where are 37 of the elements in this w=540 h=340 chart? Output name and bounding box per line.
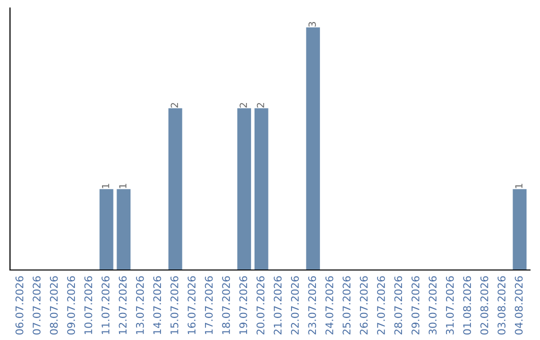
x-tick-label: 11.07.2026 bbox=[102, 276, 110, 334]
x-tick-label: 01.08.2026 bbox=[463, 276, 472, 335]
x-tick-label: 07.07.2026 bbox=[32, 276, 41, 335]
x-tick-label: 27.07.2026 bbox=[377, 276, 385, 334]
x-tick-label: 03.08.2026 bbox=[498, 276, 506, 335]
data-label: 2 bbox=[256, 103, 264, 108]
data-label: 1 bbox=[119, 184, 126, 188]
x-tick-label: 13.07.2026 bbox=[136, 276, 144, 334]
x-tick-label: 22.07.2026 bbox=[290, 276, 299, 334]
x-tick-label: 26.07.2026 bbox=[360, 276, 368, 334]
x-tick-label: 18.07.2026 bbox=[222, 276, 230, 334]
x-tick-label: 24.07.2026 bbox=[325, 276, 334, 334]
x-tick-label: 14.07.2026 bbox=[153, 276, 162, 334]
x-tick-label: 10.07.2026 bbox=[84, 276, 92, 334]
data-label: 2 bbox=[240, 103, 247, 108]
x-tick-label: 19.07.2026 bbox=[239, 276, 248, 334]
x-tick-label: 04.08.2026 bbox=[514, 276, 523, 335]
x-tick-label: 31.07.2026 bbox=[446, 276, 454, 334]
x-tick-label: 17.07.2026 bbox=[204, 276, 213, 334]
x-tick-label: 28.07.2026 bbox=[394, 276, 402, 334]
x-tick-label: 23.07.2026 bbox=[308, 276, 316, 334]
x-tick-label: 25.07.2026 bbox=[342, 276, 351, 334]
x-tick-label: 21.07.2026 bbox=[274, 276, 282, 334]
x-tick-label: 15.07.2026 bbox=[170, 276, 178, 334]
x-tick-label: 09.07.2026 bbox=[67, 276, 76, 335]
data-label: 1 bbox=[102, 184, 110, 188]
x-tick-label: 06.07.2026 bbox=[15, 276, 24, 335]
data-label: 1 bbox=[515, 184, 522, 188]
x-tick-label: 29.07.2026 bbox=[412, 276, 420, 334]
data-label: 3 bbox=[308, 22, 316, 27]
data-label: 2 bbox=[170, 103, 178, 108]
x-tick-label: 16.07.2026 bbox=[188, 276, 196, 334]
x-tick-label: 20.07.2026 bbox=[256, 276, 264, 334]
x-tick-label: 08.07.2026 bbox=[50, 276, 58, 335]
x-tick-label: 30.07.2026 bbox=[428, 276, 437, 334]
x-tick-label: 12.07.2026 bbox=[118, 276, 127, 334]
x-tick-label: 02.08.2026 bbox=[480, 276, 488, 335]
